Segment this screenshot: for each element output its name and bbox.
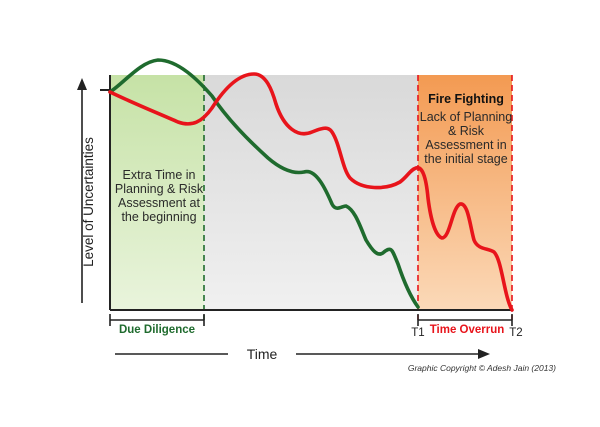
red-unplanned-curve — [108, 72, 514, 312]
y-axis-arrow-head — [77, 78, 87, 90]
y-axis-label: Level of Uncertainties — [81, 137, 96, 267]
t1-marker: T1 — [411, 327, 424, 339]
time-overrun-panel — [418, 75, 512, 309]
green-planned-curve — [108, 58, 420, 309]
time-arrow-head — [478, 349, 490, 359]
fire-fighting-title: Fire Fighting — [428, 92, 504, 106]
copyright-note: Graphic Copyright © Adesh Jain (2013) — [408, 363, 556, 373]
due-diligence-label: Due Diligence — [119, 324, 195, 336]
due-diligence-description: Extra Time in Planning & Risk Assessment… — [114, 168, 204, 224]
x-axis-label: Time — [247, 346, 278, 362]
t2-marker: T2 — [509, 327, 522, 339]
fire-fighting-description: Lack of Planning & Risk Assessment in th… — [419, 110, 513, 166]
middle-panel — [204, 75, 418, 309]
time-overrun-label: Time Overrun — [430, 324, 505, 336]
